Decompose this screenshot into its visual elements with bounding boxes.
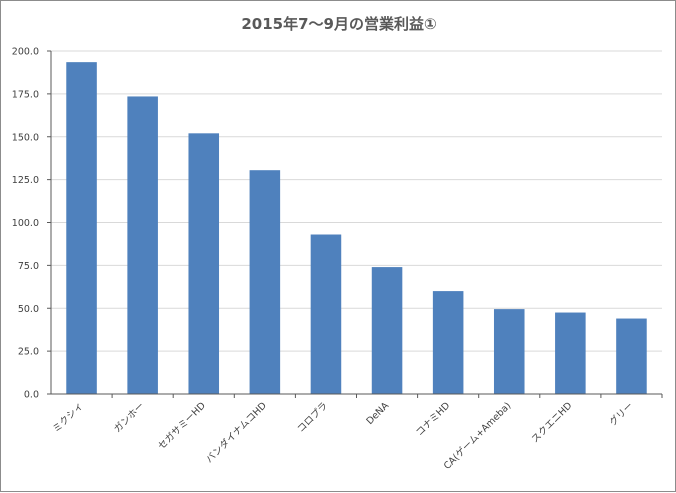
y-tick-label: 200.0 [12, 47, 39, 58]
bar [432, 291, 464, 394]
y-tick-label: 100.0 [12, 218, 39, 229]
x-category-label: スクエニHD [530, 400, 575, 445]
x-category-label: DeNA [364, 400, 391, 427]
bar [310, 234, 342, 394]
chart-title: 2015年7～9月の営業利益① [241, 15, 436, 33]
x-category-label: コナミHD [414, 400, 452, 438]
x-category-label: コロプラ [295, 400, 330, 435]
bar [493, 309, 525, 394]
bar [188, 133, 220, 394]
x-category-label: CA(ゲーム+Ameba) [441, 400, 513, 472]
x-category-label: バンダイナムコHD [203, 400, 269, 466]
bar [616, 318, 647, 394]
y-axis-tick-labels: 0.0 25.0 50.0 75.0 100.0 125.0 150.0 175.0 200.0 [12, 47, 39, 401]
bar-series [66, 62, 647, 395]
y-tick-label: 150.0 [12, 132, 39, 143]
y-tick-label: 125.0 [12, 175, 39, 186]
bar [127, 96, 158, 394]
axes [47, 50, 663, 398]
bar [555, 312, 586, 394]
bar [66, 62, 97, 395]
y-tick-label: 25.0 [18, 347, 39, 358]
x-category-label: グリー [607, 400, 636, 429]
y-tick-label: 50.0 [18, 304, 39, 315]
bar [249, 170, 281, 394]
x-category-label: ガンホー [112, 400, 147, 435]
y-tick-label: 75.0 [18, 261, 39, 272]
y-tick-label: 0.0 [24, 390, 39, 401]
y-tick-label: 175.0 [12, 89, 39, 100]
x-category-label: セガサミーHD [156, 400, 208, 452]
bar [371, 267, 403, 394]
x-category-label: ミクシィ [51, 400, 86, 435]
